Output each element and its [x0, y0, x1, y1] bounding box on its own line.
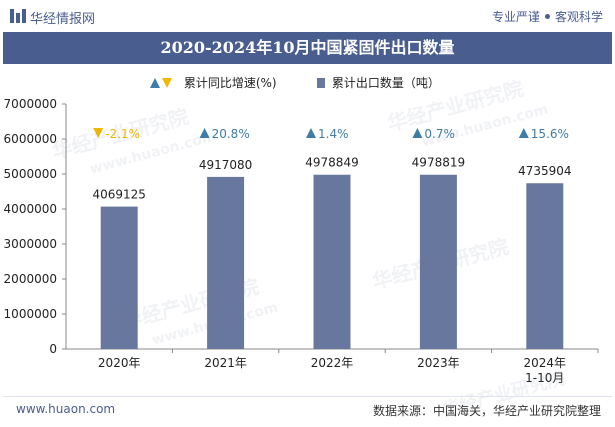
dot-icon [544, 14, 550, 19]
footer-url: www.huaon.com [16, 402, 116, 416]
growth-label: 15.6% [531, 127, 569, 141]
y-tick-label: 5000000 [4, 167, 57, 181]
legend-label-growth: 累计同比增速(%) [183, 76, 277, 90]
y-tick-label: 1000000 [4, 307, 57, 321]
growth-up-arrow [412, 128, 423, 138]
footer-divider [3, 396, 612, 397]
x-tick-label: 2020年 [98, 356, 141, 370]
legend-swatch-volume [317, 78, 325, 88]
x-tick-label: 2022年 [311, 356, 354, 370]
slogan-left: 专业严谨 [491, 10, 540, 24]
bar [313, 174, 351, 349]
chart-legend: 累计同比增速(%) 累计出口数量（吨） [0, 74, 615, 92]
y-tick-label: 0 [49, 342, 57, 356]
x-tick-label: 1-10月 [525, 371, 564, 385]
growth-label: 0.7% [424, 127, 455, 141]
bar-value-label: 4069125 [92, 188, 145, 202]
bar [207, 176, 245, 349]
legend-item-growth: 累计同比增速(%) [150, 74, 277, 91]
y-tick-label: 2000000 [4, 272, 57, 286]
x-tick-label: 2024年 [524, 356, 567, 370]
footer-source: 数据来源：中国海关，华经产业研究院整理 [372, 404, 601, 418]
legend-item-volume: 累计出口数量（吨） [317, 74, 440, 91]
bar-value-label: 4978819 [412, 156, 465, 170]
y-tick-label: 4000000 [4, 202, 57, 216]
bar [100, 206, 138, 349]
triangle-up-icon [150, 78, 160, 88]
bar-value-label: 4735904 [518, 164, 571, 178]
growth-label: 20.8% [212, 127, 250, 141]
bar [419, 174, 457, 349]
growth-label: 1.4% [318, 127, 349, 141]
chart-title: 2020-2024年10月中国紧固件出口数量 [160, 38, 455, 57]
y-tick-label: 6000000 [4, 132, 57, 146]
bar [526, 183, 564, 349]
growth-label: -2.1% [105, 127, 140, 141]
y-tick-label: 7000000 [4, 97, 57, 111]
growth-up-arrow [199, 128, 210, 138]
growth-down-arrow [93, 128, 104, 138]
slogan: 专业严谨 客观科学 [492, 8, 603, 25]
growth-up-arrow [306, 128, 316, 138]
logo-icon [10, 9, 26, 23]
title-band: 2020-2024年10月中国紧固件出口数量 [3, 32, 612, 64]
y-tick-label: 3000000 [4, 237, 57, 251]
triangle-down-icon [162, 78, 172, 88]
slogan-right: 客观科学 [554, 10, 603, 24]
bar-value-label: 4978849 [305, 156, 358, 170]
x-tick-label: 2021年 [204, 356, 247, 370]
growth-up-arrow [518, 128, 529, 138]
logo-text: 华经情报网 [30, 12, 96, 27]
legend-label-volume: 累计出口数量（吨） [331, 76, 440, 90]
x-tick-label: 2023年 [417, 356, 460, 370]
top-bar: 华经情报网 专业严谨 客观科学 [0, 0, 615, 32]
bar-value-label: 4917080 [199, 158, 252, 172]
